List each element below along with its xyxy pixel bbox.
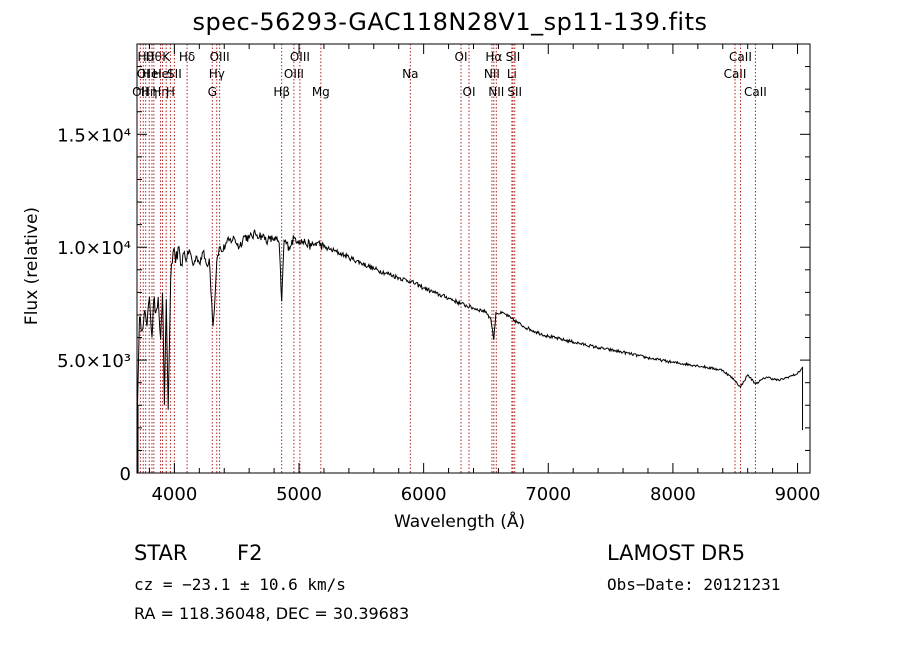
line-marker-label: Hβ [273, 85, 290, 99]
x-tick-label: 5000 [276, 484, 322, 505]
line-marker-label: OIII [210, 50, 230, 64]
line-marker-label: Hθ [146, 50, 162, 64]
data-release: LAMOST DR5 [607, 541, 746, 565]
y-axis-label: Flux (relative) [22, 206, 42, 326]
line-marker-label: Hδ [179, 50, 195, 64]
plot-axes [136, 43, 811, 474]
line-marker-label: Hη [141, 85, 158, 99]
x-axis-label: Wavelength (Å) [394, 512, 526, 532]
line-marker-label: CaII [744, 85, 767, 99]
observation-date: Obs−Date: 20121231 [607, 575, 781, 594]
line-marker-label: Li [507, 67, 517, 81]
x-tick-label: 8000 [650, 484, 696, 505]
line-marker-label: OIII [284, 67, 304, 81]
emission-line-markers: OIIOIHθHηHeIHθHηHeIKHSIIHδGHγOIIIHβOIIIO… [132, 44, 767, 473]
x-tick-label: 6000 [401, 484, 447, 505]
x-tick-label: 9000 [775, 484, 821, 505]
line-marker-label: G [208, 85, 217, 99]
line-marker-label: K [162, 50, 171, 64]
line-marker-label: HeI [153, 67, 173, 81]
line-marker-label: CaII [724, 67, 747, 81]
line-marker-label: OII [132, 85, 149, 99]
line-marker-label: Mg [312, 85, 330, 99]
line-marker-label: Hα [485, 50, 502, 64]
redshift-velocity: cz = −23.1 ± 10.6 km/s [134, 575, 346, 594]
line-marker-label: HeI [142, 67, 162, 81]
line-marker-label: OI [463, 85, 476, 99]
y-tick-label: 5.0×10³ [57, 351, 131, 372]
line-marker-label: Hη [152, 85, 169, 99]
x-tick-label: 4000 [151, 484, 197, 505]
x-tick-label: 7000 [525, 484, 571, 505]
line-marker-label: Hγ [209, 67, 225, 81]
axis-ticks: 4000 5000 6000 7000 8000 9000 0 5.0×10³ 1.0×10⁴ 1… [57, 44, 820, 505]
line-marker-label: H [166, 85, 175, 99]
line-marker-label: SII [167, 67, 182, 81]
line-marker-label: OIII [290, 50, 310, 64]
spectrum-line-0 [136, 229, 803, 428]
coordinates: RA = 118.36048, DEC = 30.39683 [134, 604, 410, 623]
line-marker-label: SII [507, 85, 522, 99]
line-marker-label: NII [488, 85, 504, 99]
line-marker-label: OI [455, 50, 468, 64]
line-marker-label: OI [137, 67, 150, 81]
line-marker-label: Na [402, 67, 418, 81]
line-marker-label: Hθ [138, 50, 154, 64]
line-marker-label: CaII [729, 50, 752, 64]
plot-frame [136, 43, 811, 474]
spectrum-series [136, 229, 804, 473]
line-marker-label: SII [506, 50, 521, 64]
y-tick-label: 0 [120, 464, 131, 485]
y-tick-label: 1.5×10⁴ [57, 125, 131, 146]
object-subclass: F2 [237, 541, 263, 565]
line-marker-label: NII [484, 67, 500, 81]
chart-title: spec-56293-GAC118N28V1_sp11-139.fits [192, 8, 708, 36]
y-tick-label: 1.0×10⁴ [57, 238, 131, 259]
object-class: STAR [134, 541, 188, 565]
